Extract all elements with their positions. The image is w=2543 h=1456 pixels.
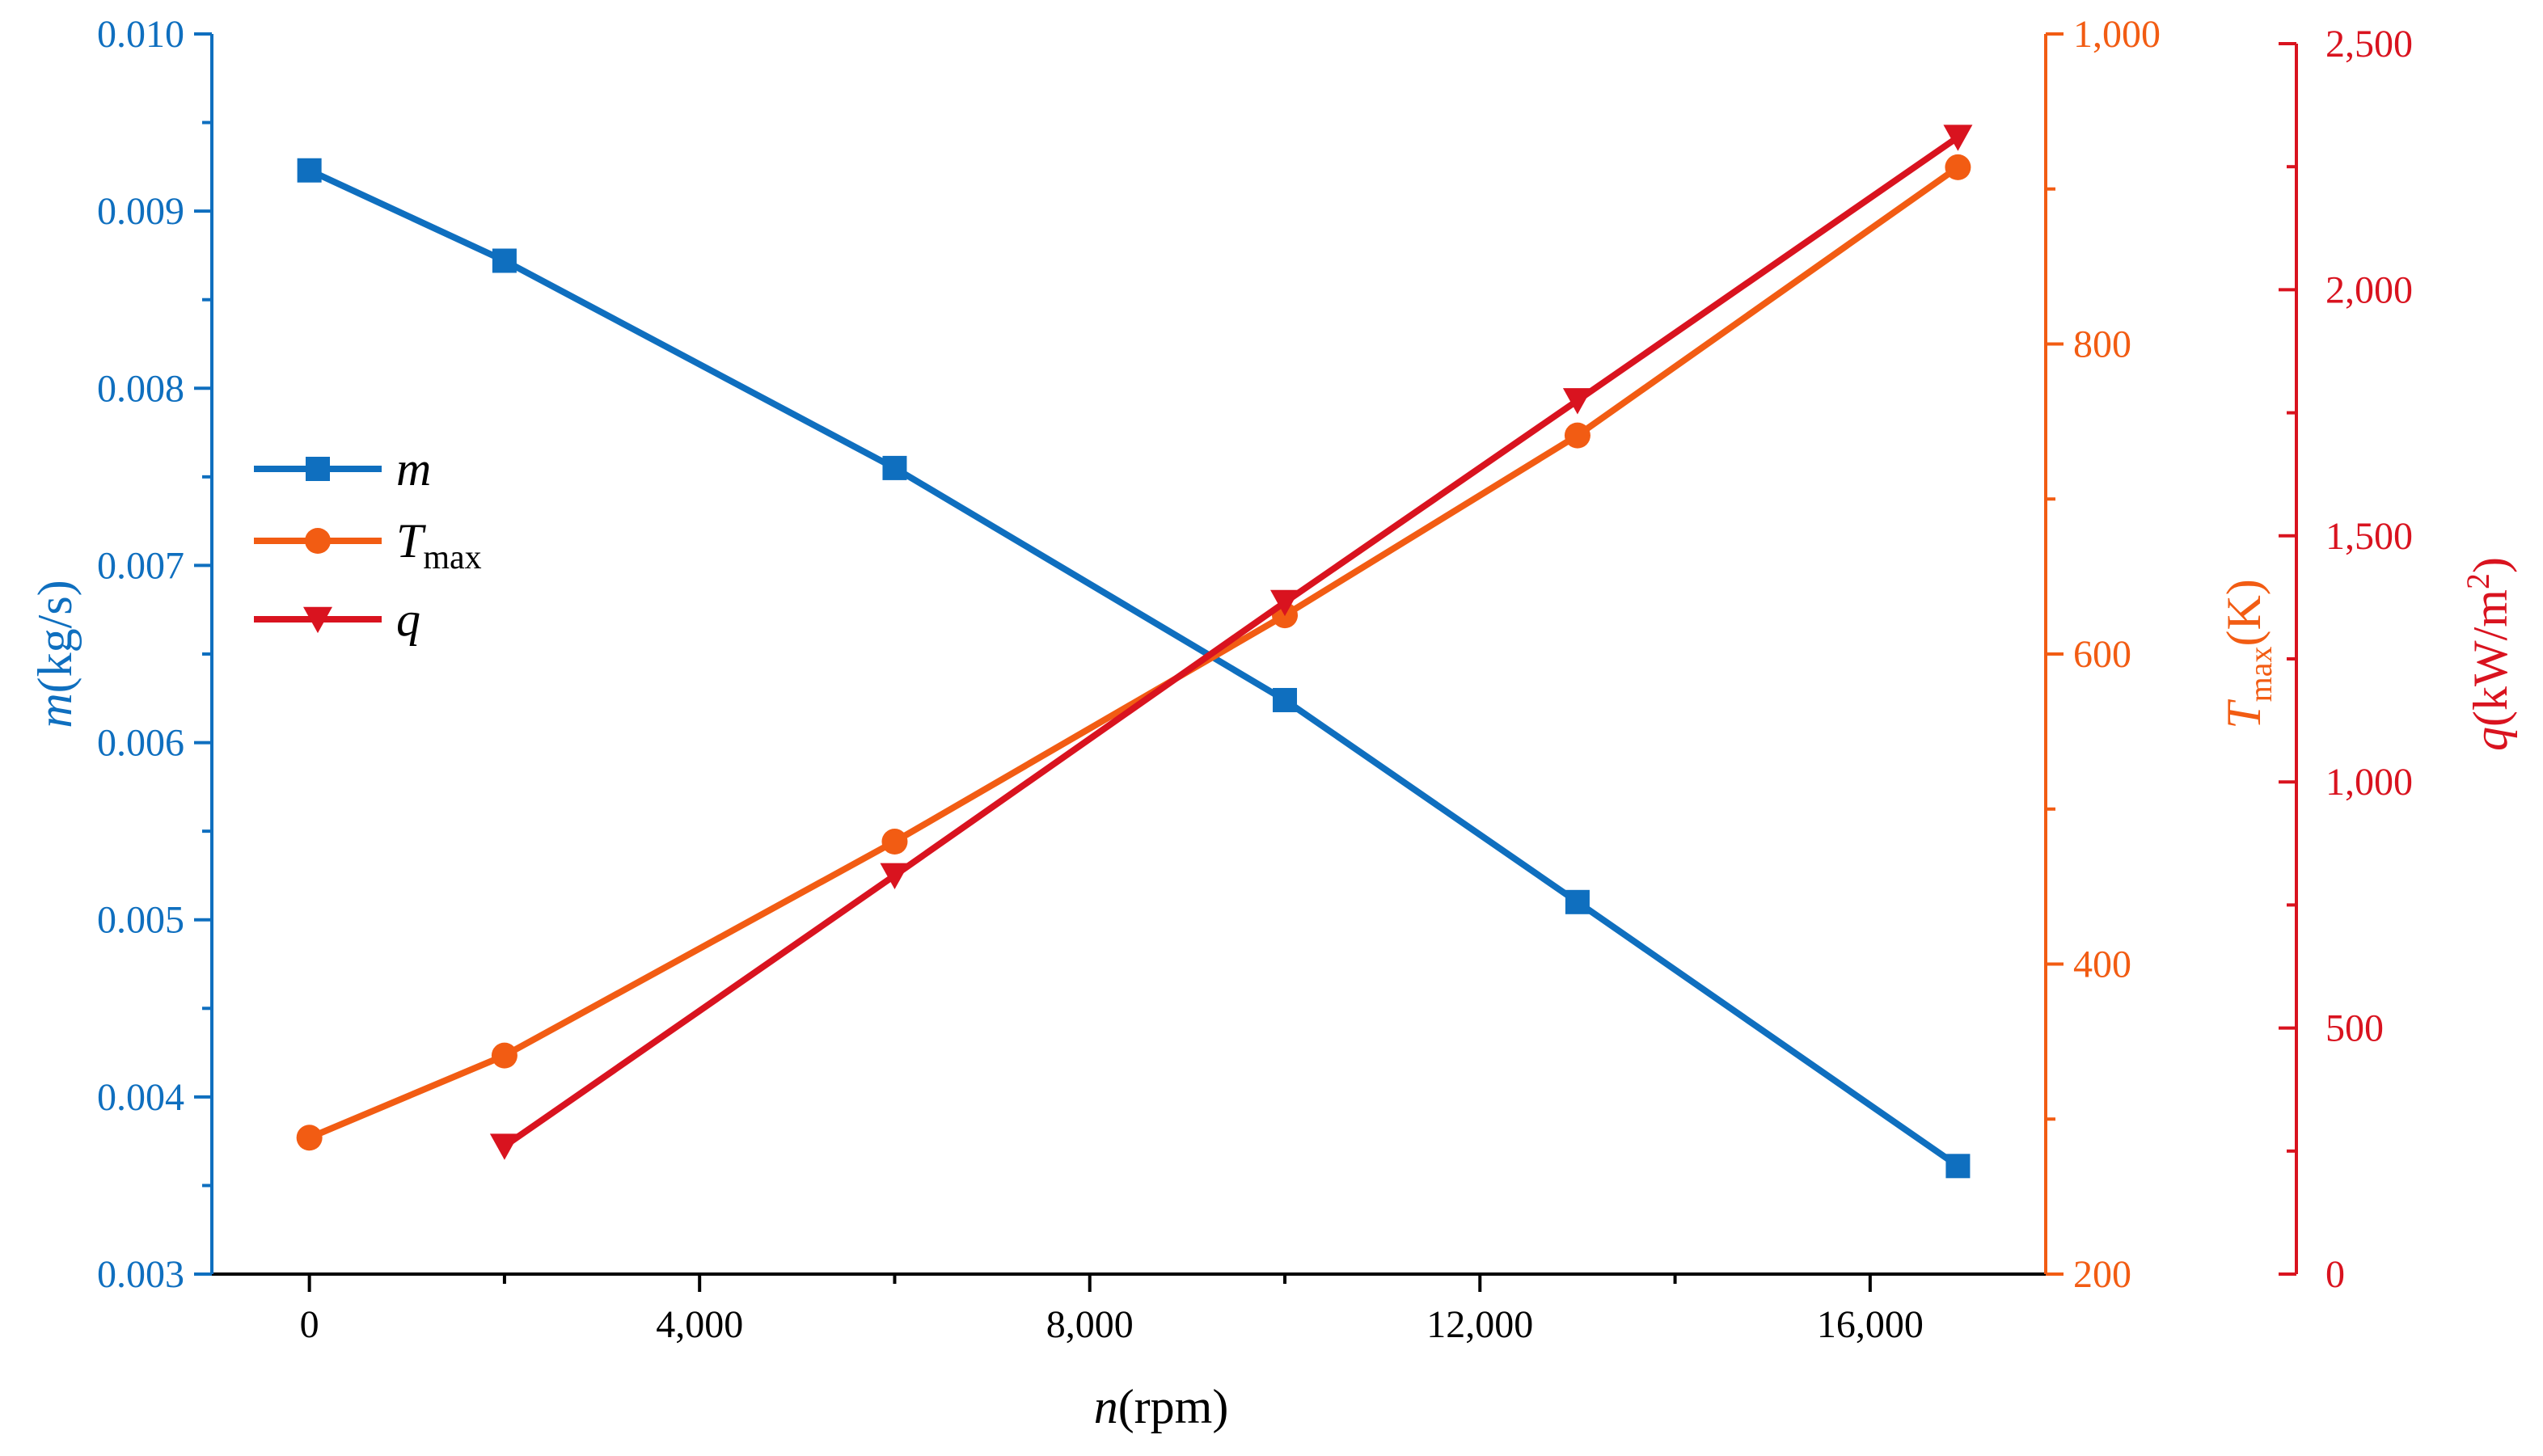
y-axis-q-tick-label: 0 — [2325, 1253, 2345, 1296]
x-tick-label: 12,000 — [1426, 1303, 1533, 1346]
y-axis-m-tick-label: 0.009 — [97, 190, 184, 233]
y-axis-q-title: q(kW/m2) — [2460, 557, 2517, 751]
series-m-point — [297, 158, 322, 183]
y-axis-m-tick-label: 0.008 — [97, 367, 184, 410]
legend-Tmax-label: Tmax — [396, 514, 482, 576]
y-axis-m-tick-label: 0.006 — [97, 722, 184, 765]
series-q-point — [1562, 388, 1592, 415]
series-q-point — [880, 863, 910, 889]
y-axis-m-tick-label: 0.010 — [97, 13, 184, 56]
y-axis-m-tick-label: 0.005 — [97, 899, 184, 942]
y-axis-q-tick-label: 1,000 — [2325, 761, 2413, 804]
y-axis-tmax-title: Tmax(K) — [2217, 579, 2279, 729]
series-Tmax-point — [491, 1042, 517, 1069]
y-axis-q-tick-label: 500 — [2325, 1007, 2384, 1050]
y-axis-tmax-tick-label: 1,000 — [2073, 13, 2161, 56]
series-q-point — [489, 1133, 519, 1160]
series-m-point — [1273, 687, 1298, 712]
legend-Tmax-marker — [305, 528, 331, 554]
series-m-point — [492, 248, 517, 273]
series-Tmax-point — [881, 829, 908, 855]
y-axis-q-tick-label: 1,500 — [2325, 515, 2413, 558]
x-tick-label: 0 — [300, 1303, 319, 1346]
legend-m-label: m — [396, 442, 431, 496]
series-q-line — [502, 134, 1960, 1149]
legend-m-marker — [306, 457, 330, 481]
legend: m Tmax q — [254, 442, 482, 646]
y-axis-q-tick-label: 2,500 — [2325, 23, 2413, 65]
y-axis-m-tick-label: 0.003 — [97, 1253, 184, 1296]
x-axis-title: n(rpm) — [1094, 1380, 1229, 1433]
legend-q-label: q — [396, 593, 420, 646]
series-Tmax-point — [1945, 154, 1971, 180]
series-m-point — [1565, 889, 1590, 914]
axes: 0 4,000 8,000 12,000 16,000 n(rpm) 0.003 0.004 0… — [28, 13, 2517, 1433]
series-m-point — [1945, 1154, 1971, 1179]
x-tick-label: 8,000 — [1046, 1303, 1134, 1346]
legend-q-marker — [303, 606, 332, 634]
y-axis-m-tick-label: 0.004 — [97, 1076, 184, 1119]
y-axis-tmax-tick-label: 200 — [2073, 1253, 2131, 1296]
series-q-point — [1270, 589, 1300, 617]
series-q-point — [1943, 124, 1973, 151]
series-group — [296, 124, 1973, 1179]
series-m-point — [882, 455, 907, 480]
x-tick-label: 4,000 — [656, 1303, 743, 1346]
y-axis-tmax-tick-label: 600 — [2073, 633, 2131, 676]
x-tick-label: 16,000 — [1817, 1303, 1924, 1346]
series-Tmax-point — [1564, 422, 1590, 449]
y-axis-tmax-tick-label: 800 — [2073, 323, 2131, 366]
y-axis-tmax-tick-label: 400 — [2073, 943, 2131, 986]
series-Tmax-point — [296, 1125, 323, 1151]
series-Tmax-line — [308, 164, 1960, 1141]
y-axis-m-tick-label: 0.007 — [97, 544, 184, 587]
y-axis-q-tick-label: 2,000 — [2325, 268, 2413, 311]
y-axis-m-title: m(kg/s) — [28, 580, 82, 728]
series-m-line — [307, 167, 1960, 1169]
